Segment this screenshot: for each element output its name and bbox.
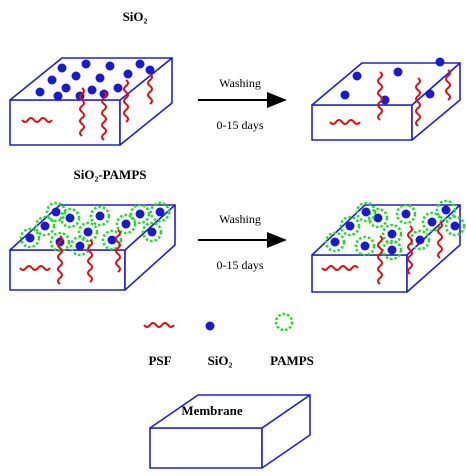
legend-label: PSF (148, 353, 171, 368)
silica-particle (394, 68, 403, 77)
psf-chain (144, 323, 174, 327)
silica-particle (54, 92, 63, 101)
silica-particle (96, 212, 105, 221)
arrow-sublabel: 0-15 days (217, 118, 264, 132)
silica-particle (48, 76, 57, 85)
silica-particle (106, 62, 115, 71)
silica-particle (146, 66, 155, 75)
silica-particle (451, 222, 460, 231)
arrow-label: Washing (219, 76, 261, 90)
silica-particle (388, 246, 397, 255)
diagram: SiO₂ SiO₂-PAMPS Membrane Washing 0-15 da… (0, 0, 466, 476)
silica-particle (58, 64, 67, 73)
silica-particle (41, 222, 50, 231)
silica-particle (136, 210, 145, 219)
silica-particle (52, 208, 61, 217)
panel-title: SiO₂ (123, 9, 148, 24)
silica-particle (108, 236, 117, 245)
pamps-shell (276, 314, 292, 330)
panel-title: SiO₂-PAMPS (74, 167, 147, 182)
silica-particle (62, 84, 71, 93)
arrow-sublabel: 0-15 days (217, 258, 264, 272)
silica-particle (374, 214, 383, 223)
silica-particle (84, 228, 93, 237)
silica-particle (76, 242, 85, 251)
silica-particle (26, 234, 35, 243)
silica-particle (341, 91, 350, 100)
silica-particle (442, 206, 451, 215)
silica-particle (388, 230, 397, 239)
silica-particle (124, 70, 133, 79)
silica-particle (206, 322, 215, 331)
silica-particle (331, 238, 340, 247)
silica-particle (416, 236, 425, 245)
membrane-label: Membrane (181, 403, 243, 418)
silica-particle (36, 88, 45, 97)
silica-particle (114, 84, 123, 93)
silica-particle (362, 208, 371, 217)
silica-particle (122, 220, 131, 229)
silica-particle (148, 228, 157, 237)
silica-particle (96, 74, 105, 83)
legend-label: SiO₂ (208, 353, 233, 368)
silica-particle (402, 210, 411, 219)
legend-label: PAMPS (270, 353, 314, 368)
silica-particle (436, 58, 445, 67)
silica-particle (361, 242, 370, 251)
silica-particle (88, 86, 97, 95)
silica-particle (353, 72, 362, 81)
arrow-label: Washing (219, 212, 261, 226)
silica-particle (426, 90, 435, 99)
silica-particle (136, 60, 145, 69)
silica-particle (346, 222, 355, 231)
silica-particle (428, 218, 437, 227)
silica-particle (156, 208, 165, 217)
silica-particle (72, 72, 81, 81)
silica-particle (82, 60, 91, 69)
silica-particle (66, 214, 75, 223)
